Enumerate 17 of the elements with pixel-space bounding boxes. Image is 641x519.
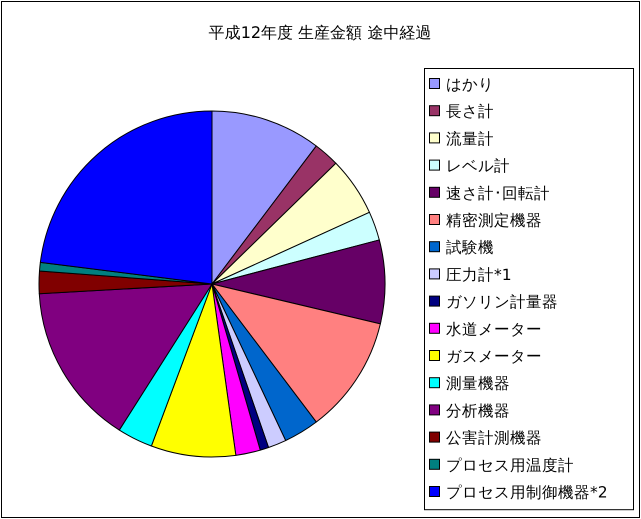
legend-label: レベル計 xyxy=(446,157,510,176)
legend-label: 精密測定機器 xyxy=(446,212,542,230)
legend-label: 流量計 xyxy=(446,130,494,148)
chart-title: 平成12年度 生産金額 途中経過 xyxy=(208,23,432,42)
legend-label: 測量機器 xyxy=(446,374,510,393)
legend-label: 水道メーター xyxy=(446,320,542,338)
legend-label: プロセス用制御機器*2 xyxy=(446,484,608,502)
legend-label: 長さ計 xyxy=(446,102,494,121)
legend-label: 分析機器 xyxy=(446,402,510,420)
legend-label: 公害計測機器 xyxy=(446,429,542,448)
legend-label: 試験機 xyxy=(446,238,494,257)
legend-label: プロセス用温度計 xyxy=(446,456,574,474)
legend-label: ガソリン計量器 xyxy=(446,293,558,312)
legend-label: 速さ計･回転計 xyxy=(446,184,550,202)
legend-label: 圧力計*1 xyxy=(446,266,512,284)
legend-label: はかり xyxy=(446,76,494,94)
legend-label: ガスメーター xyxy=(446,348,542,366)
